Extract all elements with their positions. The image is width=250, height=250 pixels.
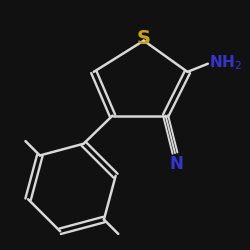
Text: S: S bbox=[137, 28, 151, 48]
Text: NH$_2$: NH$_2$ bbox=[208, 53, 242, 72]
Text: N: N bbox=[170, 155, 183, 173]
